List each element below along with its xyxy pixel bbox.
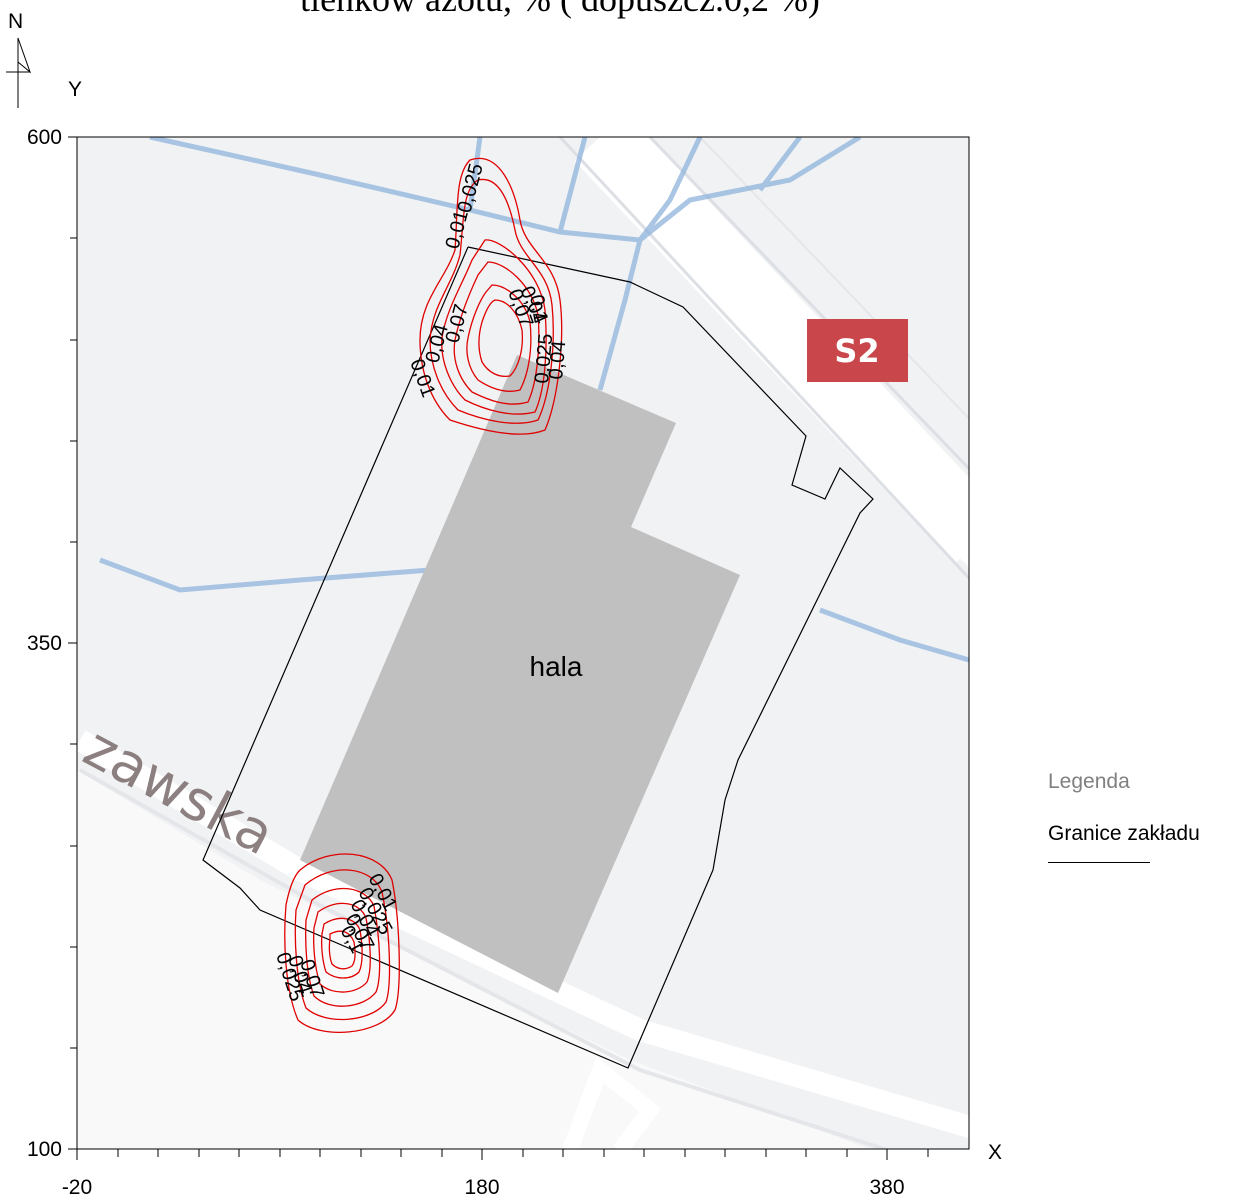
- plant-boundary: [202, 246, 874, 1069]
- y-tick-label: 600: [27, 126, 62, 149]
- north-label: N: [8, 10, 23, 33]
- street-main: [77, 730, 969, 1139]
- road-badge-label: S2: [834, 332, 879, 370]
- y-tick-label: 100: [27, 1138, 62, 1161]
- x-tick-label: -20: [62, 1176, 92, 1199]
- basemap: zawska S2: [77, 137, 969, 1149]
- building-hala: [300, 355, 740, 993]
- contours-south: [284, 853, 400, 1033]
- contours-north: [419, 157, 563, 435]
- y-axis-ticks: [68, 136, 77, 1150]
- x-tick-label: 180: [464, 1176, 499, 1199]
- road-badge: [807, 319, 908, 382]
- road-area-south: [77, 770, 870, 1149]
- x-axis-label: X: [988, 1141, 1002, 1164]
- x-tick-label: 380: [869, 1176, 904, 1199]
- x-axis-ticks: [76, 1149, 929, 1160]
- map-title: tlenków azotu, % ( dopuszcz.0,2 %): [160, 0, 960, 20]
- expressway: [574, 137, 969, 565]
- legend-title: Legenda: [1048, 770, 1130, 793]
- contour-label: 0,04: [545, 340, 570, 381]
- legend-line-symbol: [1048, 862, 1150, 863]
- y-axis-label: Y: [68, 78, 82, 101]
- y-tick-label: 350: [27, 632, 62, 655]
- contour-label: 0,025: [531, 333, 557, 385]
- contour-label: 0,1: [525, 293, 551, 324]
- north-arrow-icon: N: [6, 10, 32, 108]
- legend-item-boundary: Granice zakładu: [1048, 822, 1200, 845]
- building-label: hala: [530, 651, 583, 682]
